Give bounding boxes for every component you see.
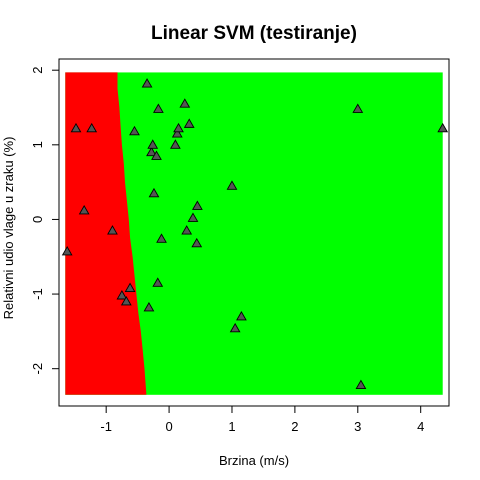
data-points <box>61 78 449 390</box>
y-tick-label-4: 2 <box>30 67 45 74</box>
data-point-17 <box>156 233 167 243</box>
data-point-28 <box>229 322 241 333</box>
decision-region-class-a <box>65 72 147 395</box>
y-axis: -2 -1 0 1 2 <box>30 67 60 375</box>
data-point-32 <box>437 122 449 133</box>
data-point-1 <box>70 122 82 133</box>
data-point-2 <box>86 122 98 133</box>
data-point-7 <box>124 282 136 292</box>
data-point-25 <box>192 200 203 210</box>
data-point-11 <box>146 146 157 157</box>
x-tick-label-0: -1 <box>100 419 112 434</box>
data-point-26 <box>191 237 203 248</box>
y-tick-label-2: 0 <box>30 216 45 223</box>
x-axis-label: Brzina (m/s) <box>219 453 289 468</box>
data-point-14 <box>151 150 162 160</box>
data-point-3 <box>78 204 90 215</box>
y-axis-label: Relativni udio vlage u zraku (%) <box>1 137 16 320</box>
data-point-13 <box>148 187 160 198</box>
data-point-6 <box>120 296 132 306</box>
data-point-0 <box>61 246 73 256</box>
data-point-23 <box>183 118 195 128</box>
data-point-24 <box>187 212 199 222</box>
chart-title: Linear SVM (testiranje) <box>151 23 357 44</box>
data-point-9 <box>141 78 153 88</box>
data-point-15 <box>152 277 164 287</box>
data-point-19 <box>171 128 183 138</box>
x-tick-label-4: 3 <box>354 419 361 434</box>
data-point-30 <box>352 103 364 113</box>
y-tick-label-0: -2 <box>30 363 45 375</box>
data-point-22 <box>181 225 193 235</box>
data-point-21 <box>179 98 191 108</box>
data-point-5 <box>116 290 128 300</box>
y-tick-label-1: -1 <box>30 288 45 300</box>
data-point-4 <box>107 225 118 235</box>
x-tick-label-3: 2 <box>291 419 298 434</box>
data-point-16 <box>153 103 164 113</box>
data-point-10 <box>143 301 155 312</box>
data-point-29 <box>236 310 247 321</box>
y-tick-label-3: 1 <box>30 141 45 148</box>
x-tick-label-2: 1 <box>228 419 235 434</box>
data-point-12 <box>147 139 159 149</box>
data-point-27 <box>226 180 238 190</box>
data-point-31 <box>355 379 367 390</box>
x-tick-label-5: 4 <box>417 419 424 434</box>
x-tick-label-1: 0 <box>165 419 172 434</box>
data-point-8 <box>129 125 140 136</box>
decision-region <box>65 72 443 395</box>
x-axis: -1 0 1 2 3 4 <box>100 405 424 434</box>
data-point-20 <box>173 122 184 133</box>
data-point-18 <box>169 139 181 149</box>
